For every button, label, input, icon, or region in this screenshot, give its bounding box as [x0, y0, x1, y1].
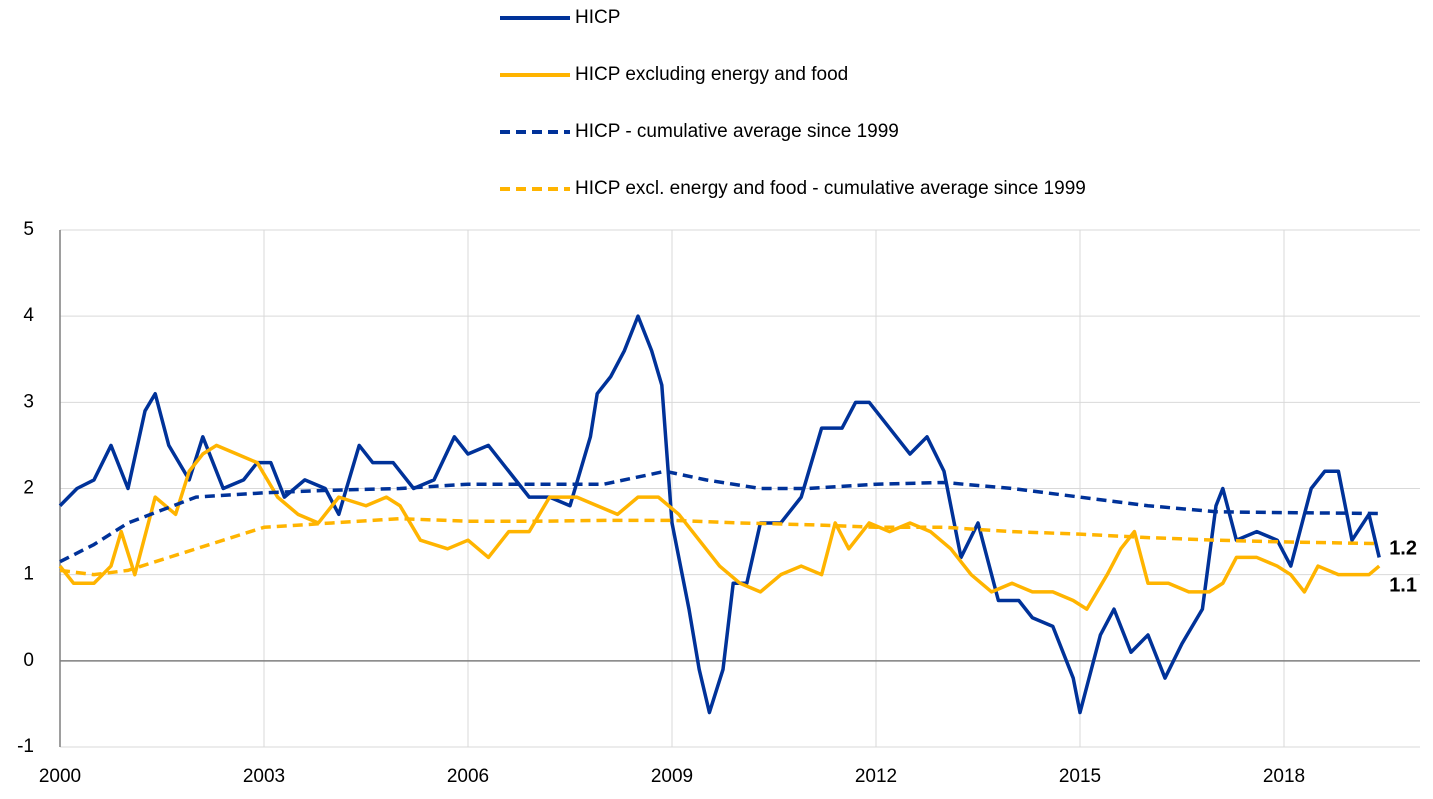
- legend-label: HICP - cumulative average since 1999: [575, 121, 899, 142]
- line: [58, 314, 1381, 715]
- end-label: 1.2: [1389, 538, 1417, 560]
- end-label: 1.1: [1389, 574, 1417, 596]
- legend-label: HICP excluding energy and food: [575, 64, 848, 85]
- line: [58, 443, 1381, 611]
- x-tick-label: 2000: [39, 766, 81, 787]
- y-tick-label: 3: [23, 391, 34, 412]
- legend-label: HICP: [575, 7, 620, 28]
- x-tick-label: 2015: [1059, 766, 1101, 787]
- y-tick-label: 5: [23, 219, 34, 240]
- x-tick-label: 2018: [1263, 766, 1305, 787]
- y-tick-label: -1: [17, 736, 34, 757]
- y-tick-label: 0: [23, 650, 34, 671]
- y-tick-label: 2: [23, 478, 34, 499]
- line: [59, 469, 1380, 564]
- x-tick-label: 2009: [651, 766, 693, 787]
- line: [59, 516, 1380, 577]
- y-tick-label: 4: [23, 305, 34, 326]
- x-tick-label: 2006: [447, 766, 489, 787]
- legend-label: HICP excl. energy and food - cumulative …: [575, 178, 1086, 199]
- y-tick-label: 1: [23, 564, 34, 585]
- x-tick-label: 2012: [855, 766, 897, 787]
- x-tick-label: 2003: [243, 766, 285, 787]
